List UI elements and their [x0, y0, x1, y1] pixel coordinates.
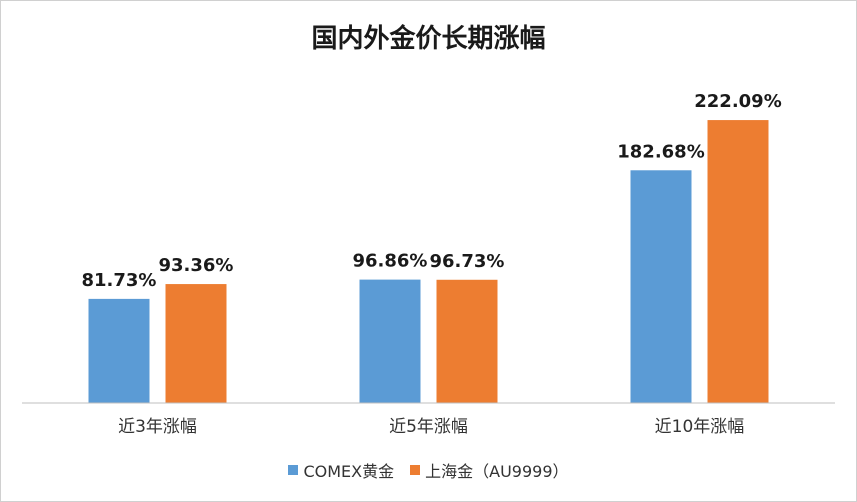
- bars-group: [88, 120, 769, 403]
- legend-swatch-shanghai-gold: [410, 465, 421, 475]
- data-label-comex-1: 81.73%: [82, 270, 157, 291]
- data-label-comex-2: 96.86%: [353, 251, 428, 272]
- data-label-shanghai-gold-2: 96.73%: [430, 251, 505, 272]
- legend: COMEX黄金 上海金（AU9999）: [0, 458, 857, 482]
- bar-shanghai-gold-3: [707, 120, 769, 403]
- legend-label-shanghai-gold: 上海金（AU9999）: [425, 462, 569, 481]
- bar-comex-2: [359, 279, 421, 403]
- data-label-shanghai-gold-1: 93.36%: [159, 255, 234, 276]
- x-tick-label-2: 近5年涨幅: [389, 417, 468, 437]
- data-label-shanghai-gold-3: 222.09%: [694, 91, 782, 112]
- legend-label-comex: COMEX黄金: [303, 462, 395, 481]
- legend-item-shanghai-gold: 上海金（AU9999）: [410, 458, 569, 482]
- bar-comex-3: [630, 170, 692, 403]
- x-tick-label-1: 近3年涨幅: [118, 417, 197, 437]
- bar-comex-1: [88, 298, 150, 403]
- x-tick-labels-group: 近3年涨幅 近5年涨幅 近10年涨幅: [118, 417, 744, 437]
- legend-swatch-comex: [288, 465, 299, 475]
- data-labels-group: 81.73%93.36% 96.86% 96.73% 182.68% 222.09%: [82, 91, 782, 291]
- bar-shanghai-gold-1: [165, 284, 227, 403]
- bar-shanghai-gold-2: [436, 279, 498, 403]
- x-tick-label-3: 近10年涨幅: [655, 417, 745, 437]
- chart-title: 国内外金价长期涨幅: [311, 24, 546, 54]
- data-label-comex-3: 182.68%: [617, 141, 705, 162]
- legend-item-comex: COMEX黄金: [288, 458, 394, 482]
